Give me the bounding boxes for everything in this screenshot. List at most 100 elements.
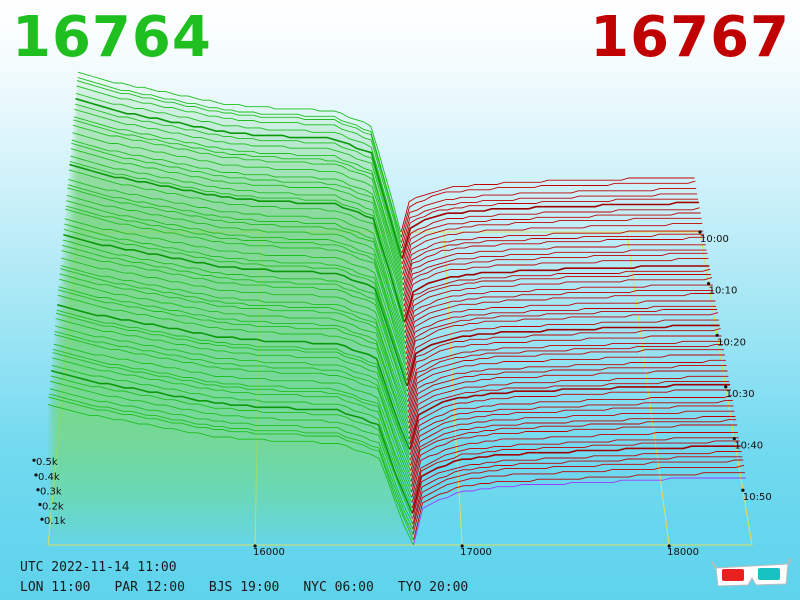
bid-depth-line (73, 116, 404, 275)
ask-depth-line (410, 419, 737, 487)
ask-depth-line (409, 400, 733, 466)
bid-area (56, 310, 410, 455)
ask-depth-line (407, 340, 723, 402)
bid-depth-line (70, 155, 405, 312)
ask-depth-line (406, 312, 719, 376)
ask-depth-line (411, 445, 741, 514)
city-time-bjs: BJS 19:00 (208, 580, 280, 595)
time-tick-marker (715, 333, 719, 337)
x-gridline (626, 231, 670, 546)
bid-depth-line (72, 124, 404, 286)
time-tick-label: 10:40 (734, 441, 763, 452)
ask-depth-line (405, 300, 716, 360)
bid-depth-line (56, 304, 411, 450)
x-tick-label: 17000 (460, 547, 492, 558)
ask-depth-line (400, 180, 696, 238)
bid-area (52, 352, 412, 498)
bid-depth-line (51, 357, 413, 503)
x-gridline (254, 231, 262, 546)
ask-depth-line (402, 230, 704, 286)
bid-depth-line (58, 286, 410, 434)
bid-area (54, 334, 411, 482)
ask-depth-line (404, 268, 711, 328)
y-tick-marker (32, 458, 36, 462)
y-tick-label: 0.3k (40, 487, 62, 498)
bid-area (76, 85, 402, 248)
bid-depth-line (57, 294, 410, 445)
bid-depth-line (52, 352, 412, 498)
bid-depth-line (49, 380, 414, 524)
time-tick-marker (706, 282, 711, 286)
city-time-par: PAR 12:00 (114, 580, 185, 595)
bid-depth-line (60, 265, 409, 413)
ask-depth-line (412, 464, 745, 535)
bid-depth-line (54, 325, 411, 471)
bid-area (64, 224, 407, 376)
ask-depth-line (403, 244, 706, 302)
ask-depth-line (404, 274, 711, 333)
bid-area (59, 273, 409, 423)
y-tick-marker (38, 502, 42, 507)
ask-depth-line (407, 349, 725, 413)
ask-depth-line (408, 359, 726, 424)
ask-depth-line (402, 236, 705, 296)
ask-depth-line (408, 383, 731, 450)
ask-depth-line (401, 207, 700, 264)
bid-area (62, 245, 408, 397)
ask-depth-line (410, 424, 738, 493)
time-tick-marker (741, 488, 745, 492)
ask-depth-line (406, 324, 720, 387)
y-tick-marker (40, 517, 44, 521)
3d-glasses-icon[interactable] (712, 556, 792, 590)
ask-depth-line (408, 365, 727, 429)
ask-depth-line (407, 354, 725, 418)
y-tick-label: 0.5k (36, 457, 58, 468)
bid-price: 16764 (12, 5, 212, 70)
bid-depth-line (64, 218, 407, 371)
bid-depth-line (70, 148, 405, 307)
bid-depth-line (67, 184, 406, 339)
ask-depth-line (404, 284, 713, 344)
time-tick-label: 10:20 (717, 337, 746, 348)
bid-depth-line (63, 228, 408, 381)
ask-depth-line (410, 410, 735, 477)
ask-depth-line (403, 258, 709, 318)
bid-area (68, 179, 405, 333)
y-tick-marker (36, 488, 40, 492)
bid-area (74, 109, 403, 270)
bid-depth-line (61, 250, 409, 402)
ask-depth-line (401, 212, 701, 270)
bid-depth-line (73, 119, 404, 280)
bid-depth-line (59, 273, 410, 424)
bid-depth-line (53, 343, 412, 487)
bid-depth-line (75, 97, 403, 259)
ask-depth-line (401, 193, 698, 249)
x-tick-marker (667, 544, 671, 548)
ask-depth-line (412, 459, 744, 530)
time-tick-label: 10:00 (700, 234, 729, 245)
bid-depth-line (69, 160, 405, 318)
ask-depth-line (405, 293, 715, 355)
ask-depth-line (411, 437, 739, 503)
ask-depth-line (406, 328, 721, 392)
bid-area (54, 331, 411, 477)
bid-area (64, 218, 407, 370)
city-times: LON 11:00 PAR 12:00 BJS 19:00 NYC 06:00 TYO … (20, 580, 492, 595)
bid-depth-line (66, 200, 407, 355)
bid-area (66, 195, 406, 349)
ask-depth-line (411, 440, 740, 509)
bid-depth-line (77, 77, 402, 238)
bid-depth-line (55, 312, 411, 461)
time-tick-label: 10:10 (709, 286, 738, 297)
y-tick-label: 0.2k (42, 501, 64, 512)
bid-area (60, 265, 409, 413)
bid-depth-line (71, 139, 404, 296)
y-tick-label: 0.4k (38, 472, 60, 483)
bid-depth-line (63, 233, 408, 387)
x-tick-label: 18000 (667, 547, 699, 558)
x-tick-marker (460, 544, 464, 548)
utc-time: UTC 2022-11-14 11:00 (20, 560, 177, 575)
bid-depth-line (76, 85, 402, 249)
ask-depth-line (405, 289, 714, 349)
